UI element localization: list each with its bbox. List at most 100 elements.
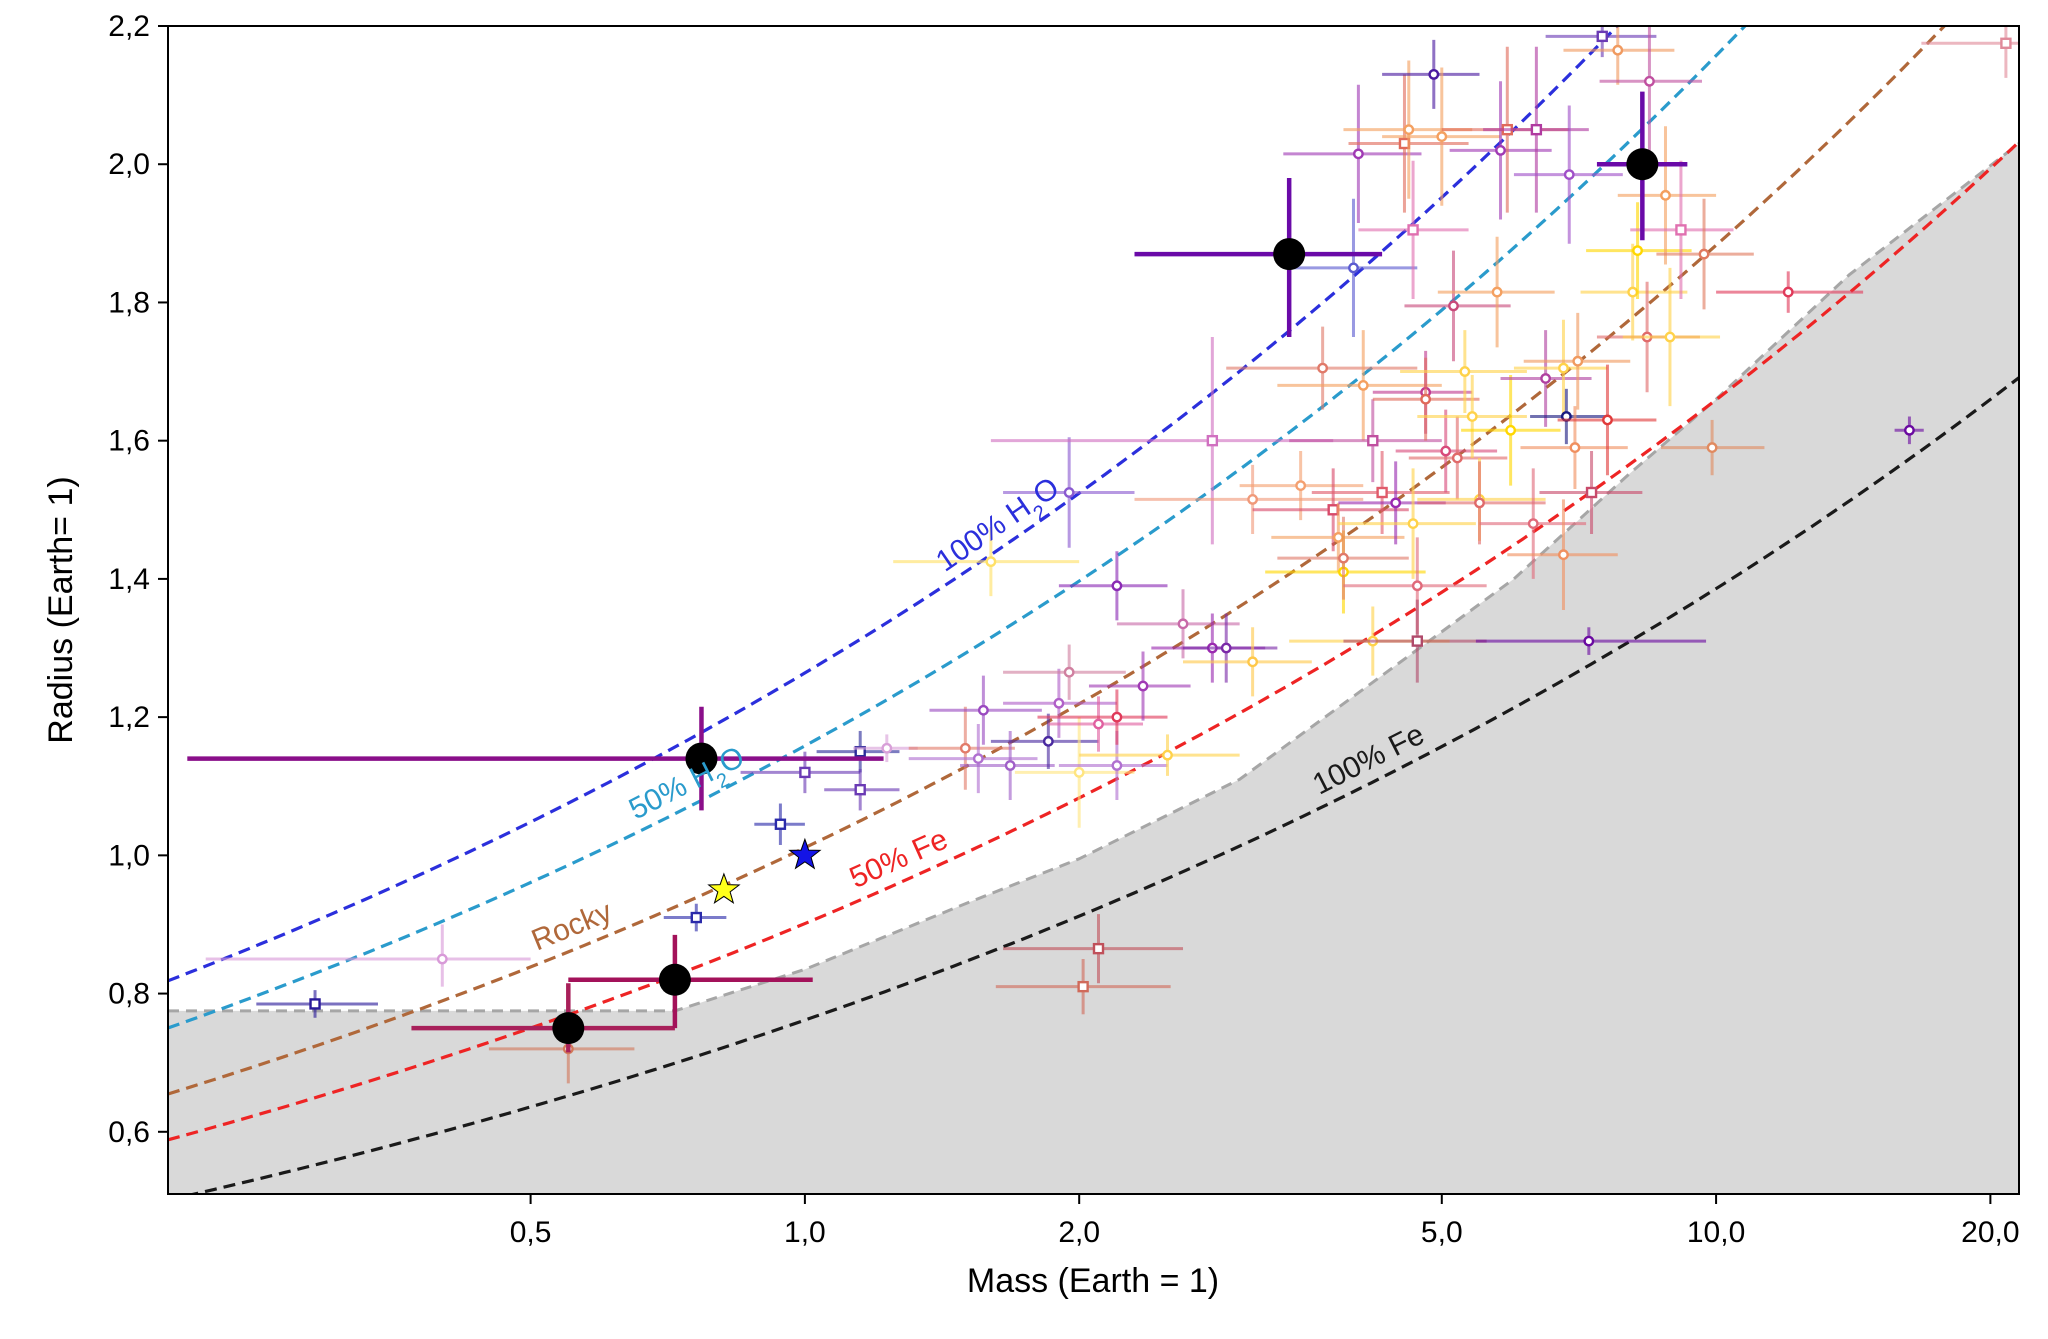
data-point-47-marker xyxy=(1407,518,1419,530)
data-point-57-marker xyxy=(1459,366,1471,377)
highlighted-planet-1-marker xyxy=(658,963,691,996)
data-point-72-marker xyxy=(1569,442,1581,453)
data-point-58-marker xyxy=(1466,411,1478,422)
data-point-10 xyxy=(908,724,1038,794)
data-point-32 xyxy=(1226,326,1418,410)
data-point-46 xyxy=(1358,160,1469,299)
highlighted-planet-0 xyxy=(411,983,675,1053)
data-point-57 xyxy=(1400,330,1527,414)
data-point-64-marker xyxy=(1505,424,1517,436)
data-point-66 xyxy=(1483,46,1589,213)
curve-1 xyxy=(168,26,1748,1030)
data-point-49-marker xyxy=(1411,635,1424,647)
data-point-20-marker xyxy=(1111,580,1123,592)
curve-label-3: 50% Fe xyxy=(845,823,953,895)
data-point-61-marker xyxy=(1491,286,1503,298)
curve-0 xyxy=(168,26,1620,983)
data-point-65 xyxy=(1479,468,1587,579)
forbidden-region-boundary xyxy=(168,142,2019,1013)
data-point-37 xyxy=(1289,198,1418,338)
data-point-55-marker xyxy=(1448,300,1459,312)
data-point-30 xyxy=(1134,464,1364,534)
data-point-3-marker xyxy=(690,911,702,924)
data-point-36-marker xyxy=(1338,552,1349,564)
data-point-24-marker xyxy=(1162,749,1173,761)
data-point-7 xyxy=(824,768,900,811)
data-point-89-marker xyxy=(1904,424,1915,436)
data-point-77-marker xyxy=(1602,414,1613,426)
data-point-62 xyxy=(1449,81,1552,220)
data-point-19-marker xyxy=(1093,718,1104,730)
composition-curves xyxy=(168,26,2019,1194)
data-point-87 xyxy=(1660,419,1765,476)
data-point-71-marker xyxy=(1563,169,1575,180)
data-point-58 xyxy=(1417,375,1527,458)
data-point-21-marker xyxy=(1111,760,1123,771)
data-point-15-marker xyxy=(1053,697,1065,709)
data-point-69-marker xyxy=(1558,362,1569,374)
data-point-76-marker xyxy=(1596,30,1608,43)
data-point-28 xyxy=(1183,613,1278,683)
data-point-78 xyxy=(1563,26,1675,85)
curve-4 xyxy=(187,376,2019,1194)
data-point-74 xyxy=(1475,627,1707,655)
x-tick-label-3: 5,0 xyxy=(1421,1216,1463,1249)
data-points xyxy=(205,26,2019,1084)
data-point-39 xyxy=(1277,330,1442,441)
data-point-34 xyxy=(1271,502,1405,572)
data-point-22-marker xyxy=(1111,711,1123,723)
data-point-69 xyxy=(1513,319,1608,417)
data-point-88 xyxy=(1716,271,1864,313)
data-point-92 xyxy=(995,959,1171,1015)
reference-stars xyxy=(707,837,822,905)
data-point-40-marker xyxy=(1367,434,1379,447)
data-point-13-marker xyxy=(1004,760,1016,771)
data-point-20 xyxy=(1058,551,1168,621)
x-axis-ticks: 0,5 1,0 2,0 5,0 10,0 20,0 xyxy=(510,1194,2020,1249)
data-point-89 xyxy=(1894,416,1924,445)
data-point-42 xyxy=(1311,451,1450,534)
data-point-55 xyxy=(1404,250,1511,362)
data-point-11-marker xyxy=(977,704,989,716)
data-point-8-marker xyxy=(881,742,893,754)
data-point-12-marker xyxy=(985,556,997,568)
x-tick-label-2: 2,0 xyxy=(1058,1216,1100,1249)
data-point-0 xyxy=(256,990,378,1018)
data-point-23 xyxy=(1088,651,1191,721)
data-point-65-marker xyxy=(1527,518,1539,530)
y-tick-label-0: 0,6 xyxy=(108,1116,150,1149)
data-point-85-marker xyxy=(1675,224,1687,236)
data-point-68-marker xyxy=(1558,549,1569,561)
data-point-48-marker xyxy=(1411,580,1423,592)
curve-2 xyxy=(168,26,1947,1096)
forbidden-region xyxy=(168,142,2019,1194)
data-point-24 xyxy=(1079,734,1240,776)
data-point-11 xyxy=(929,675,1042,745)
data-point-30-marker xyxy=(1247,494,1259,505)
data-point-17 xyxy=(1003,437,1135,548)
data-point-7-marker xyxy=(854,783,866,796)
data-point-16 xyxy=(1003,644,1126,700)
data-point-66-marker xyxy=(1530,123,1543,136)
data-point-60-marker xyxy=(1474,497,1485,509)
data-point-35 xyxy=(1265,530,1426,614)
data-point-90 xyxy=(1921,26,2019,78)
data-point-67-marker xyxy=(1540,373,1552,384)
data-point-86 xyxy=(1656,198,1754,310)
data-point-54-marker xyxy=(1440,445,1452,457)
forbidden-region-fill xyxy=(168,143,2019,1194)
data-point-78-marker xyxy=(1612,44,1624,56)
x-tick-label-4: 10,0 xyxy=(1687,1216,1745,1249)
data-point-53 xyxy=(1382,67,1501,206)
y-tick-label-6: 1,8 xyxy=(108,286,150,319)
data-point-84-marker xyxy=(1664,331,1676,343)
y-axis-ticks: 0,6 0,8 1,0 1,2 1,4 1,6 1,8 2,0 2,2 xyxy=(108,10,168,1149)
data-point-79-marker xyxy=(1627,286,1639,298)
data-point-9-marker xyxy=(959,742,971,754)
y-tick-label-5: 1,6 xyxy=(108,425,150,458)
data-point-53-marker xyxy=(1436,131,1448,142)
data-point-1 xyxy=(205,924,531,987)
data-point-51-marker xyxy=(1420,393,1432,405)
